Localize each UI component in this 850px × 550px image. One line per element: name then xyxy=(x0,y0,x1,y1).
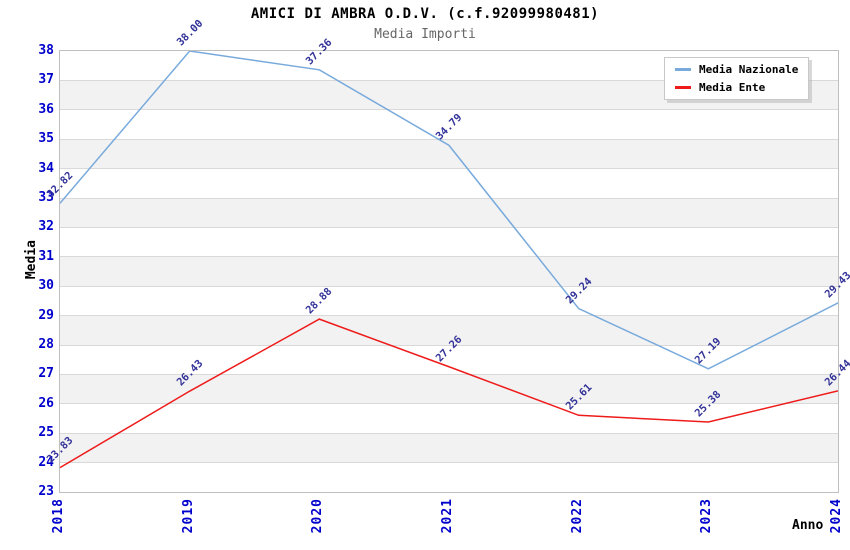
x-tick-label: 2022 xyxy=(569,498,585,534)
legend-item-label: Media Nazionale xyxy=(699,63,799,76)
gridline xyxy=(60,256,838,258)
legend: Media Nazionale Media Ente xyxy=(664,57,810,100)
y-tick-label: 26 xyxy=(38,395,54,411)
y-tick-label: 32 xyxy=(38,219,54,235)
legend-item-label: Media Ente xyxy=(699,81,766,94)
series-lines xyxy=(60,51,838,469)
gridline xyxy=(60,109,838,111)
x-tick-label: 2018 xyxy=(51,498,66,534)
y-tick-label: 23 xyxy=(38,484,54,499)
gridline xyxy=(60,168,838,170)
gridline xyxy=(60,403,838,405)
legend-swatch xyxy=(675,86,691,89)
plot-band xyxy=(60,315,838,345)
plot-band xyxy=(60,256,838,287)
y-tick-label: 36 xyxy=(38,101,54,117)
gridline xyxy=(60,462,838,464)
y-tick-label: 29 xyxy=(38,307,54,323)
legend-swatch xyxy=(675,68,691,71)
gridline xyxy=(60,344,838,346)
x-tick-label: 2020 xyxy=(310,498,326,534)
plot-band xyxy=(60,374,838,404)
y-tick-label: 38 xyxy=(38,43,54,58)
plot-area xyxy=(59,50,839,493)
gridline xyxy=(60,197,838,199)
y-tick-label: 31 xyxy=(38,248,54,264)
x-tick-label: 2024 xyxy=(829,498,844,534)
y-tick-label: 24 xyxy=(38,454,54,470)
y-tick-label: 25 xyxy=(38,425,54,441)
y-tick-label: 37 xyxy=(38,72,54,88)
gridline xyxy=(60,285,838,287)
x-tick-label: 2021 xyxy=(440,498,455,534)
gridline xyxy=(60,226,838,228)
plot-band xyxy=(60,139,838,169)
y-tick-label: 30 xyxy=(38,278,54,294)
plot-band xyxy=(60,433,838,463)
x-tick-label: 2023 xyxy=(699,498,715,534)
gridline xyxy=(60,138,838,140)
y-tick-label: 33 xyxy=(38,190,54,205)
legend-item: Media Nazionale xyxy=(675,63,798,76)
y-tick-label: 34 xyxy=(38,160,54,176)
gridline xyxy=(60,315,838,317)
gridline xyxy=(60,432,838,434)
y-tick-label: 27 xyxy=(38,366,54,382)
plot-band xyxy=(60,198,838,228)
y-tick-label: 35 xyxy=(38,131,54,147)
gridline xyxy=(60,373,838,375)
line-nazionale xyxy=(60,51,838,370)
x-axis-title: Anno xyxy=(792,518,824,533)
x-tick-label: 2019 xyxy=(180,498,196,534)
legend-item: Media Ente xyxy=(675,81,798,94)
gridline xyxy=(60,79,838,81)
line-ente xyxy=(60,318,838,469)
chart-subtitle: Media Importi xyxy=(374,27,476,42)
y-tick-label: 28 xyxy=(38,337,54,352)
chart-title: AMICI DI AMBRA O.D.V. (c.f.92099980481) xyxy=(250,6,600,22)
